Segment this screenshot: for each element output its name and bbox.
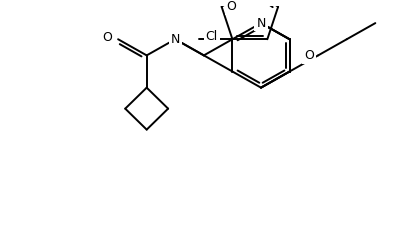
Text: O: O [227, 0, 237, 13]
Text: N: N [171, 33, 180, 46]
Text: Cl: Cl [205, 30, 218, 43]
Text: O: O [304, 49, 314, 62]
Text: N: N [256, 16, 266, 30]
Text: O: O [102, 31, 112, 44]
